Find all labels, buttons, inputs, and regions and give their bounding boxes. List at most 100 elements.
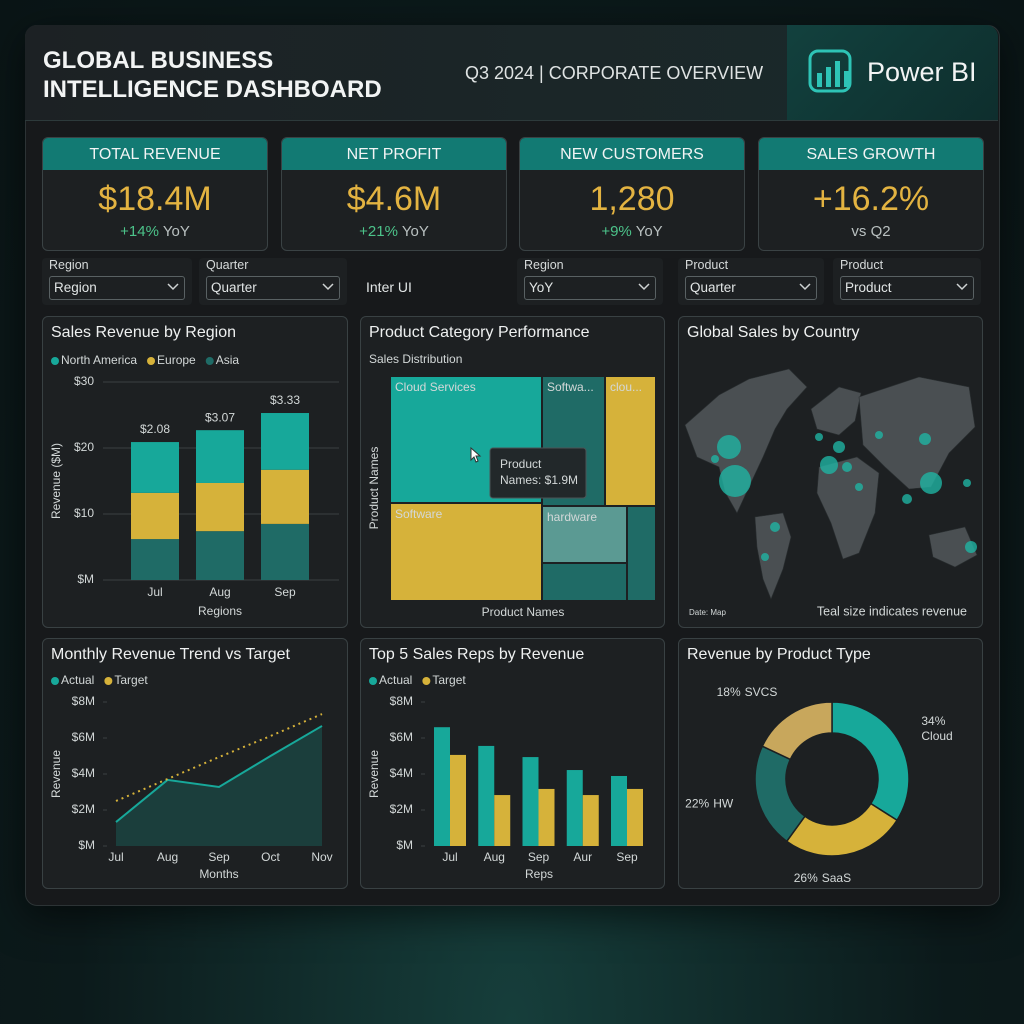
- slice-name: SVCS: [745, 685, 778, 699]
- chart-title: Product Category Performance: [369, 324, 590, 341]
- kpi-change: +21% YoY: [282, 223, 506, 240]
- chart-title: Sales Revenue by Region: [51, 324, 236, 341]
- kpi-note: YoY: [635, 223, 663, 240]
- y-axis-title: Revenue ($M): [49, 443, 63, 519]
- legend-swatch: [369, 677, 377, 685]
- bar-annotation: $3.33: [270, 393, 300, 407]
- bar: [522, 757, 539, 846]
- brand-name: Power BI: [867, 57, 977, 87]
- header: GLOBAL BUSINESS INTELLIGENCE DASHBOARD Q…: [25, 25, 998, 121]
- kpi-label: NET PROFIT: [282, 138, 506, 170]
- legend-label: Target: [432, 673, 466, 687]
- kpi-label: TOTAL REVENUE: [43, 138, 267, 170]
- tooltip-text: Product: [500, 457, 542, 471]
- bar-segment: [196, 482, 244, 532]
- country-bubbles: [711, 431, 977, 561]
- panel: Top 5 Sales Reps by Revenue Revenue Reps Ac…: [360, 638, 665, 889]
- brand[interactable]: Power BI: [787, 25, 998, 120]
- bar: [611, 775, 627, 846]
- legend-swatch: [51, 677, 59, 685]
- legend-label: Asia: [216, 353, 240, 367]
- chevron: [799, 283, 811, 291]
- y-tick-label: $M: [78, 838, 95, 852]
- treemap-tile: [541, 562, 628, 602]
- slice-value: 18%: [717, 685, 741, 699]
- x-tick-label: Aug: [209, 585, 230, 599]
- slice-label: 22% HW: [685, 797, 734, 811]
- title: GLOBAL BUSINESS INTELLIGENCE DASHBOARD: [43, 47, 382, 103]
- chart: Monthly Revenue Trend vs Target Revenue Mo…: [49, 646, 333, 881]
- bar: [627, 788, 643, 846]
- kpi-label: NEW CUSTOMERS: [520, 138, 744, 170]
- bar-segment: [196, 430, 244, 483]
- kpi-note: vs Q2: [851, 223, 891, 240]
- map-title: Global Sales by Country: [687, 324, 860, 341]
- legend-swatch: [147, 357, 156, 365]
- donut-slice: [785, 802, 899, 857]
- y-axis-title: Product Names: [367, 447, 381, 530]
- x-axis-title: Reps: [525, 867, 553, 881]
- bar: [582, 795, 599, 846]
- kpi-delta: +21%: [359, 223, 398, 240]
- y-tick-label: $6M: [390, 730, 413, 744]
- chevron: [638, 283, 650, 291]
- kpi-card: SALES GROWTH +16.2% vs Q2: [758, 137, 984, 251]
- y-axis-title: Revenue: [49, 750, 63, 798]
- filter-dropdown[interactable]: Region: [49, 276, 185, 300]
- x-axis-title: Product Names: [482, 605, 565, 619]
- legend-label: Actual: [61, 673, 94, 687]
- chart-title: Revenue by Product Type: [687, 646, 871, 663]
- legend-label: Actual: [379, 673, 412, 687]
- cursor: [470, 446, 482, 463]
- filter-label: Product: [685, 258, 729, 272]
- bar: [494, 795, 511, 846]
- bar: [450, 754, 466, 846]
- x-tick-label: Jul: [108, 850, 123, 864]
- bar-segment: [131, 442, 179, 493]
- tile-label: Cloud Services: [395, 380, 476, 394]
- kpi-value: 1,280: [589, 180, 675, 218]
- chart-subtitle: Sales Distribution: [369, 352, 462, 366]
- bar-annotation: $2.08: [140, 422, 170, 436]
- chart: Revenue by Product Type 34% Cloud 26% SaaS 22…: [685, 646, 953, 885]
- filter: Product Product: [833, 258, 981, 305]
- legend-swatch: [205, 357, 214, 365]
- filter-dropdown[interactable]: Quarter: [206, 276, 340, 300]
- x-tick-label: Jul: [442, 850, 457, 864]
- filter-label: Region: [49, 258, 89, 272]
- legend-swatch: [51, 357, 59, 365]
- chart: Top 5 Sales Reps by Revenue Revenue Reps Ac…: [367, 646, 643, 881]
- chevron: [956, 283, 968, 291]
- chart: Product Category Performance Product Name…: [367, 324, 657, 619]
- tile-label: hardware: [547, 510, 597, 524]
- x-tick-label: Nov: [311, 850, 332, 864]
- y-tick-label: $2M: [390, 802, 413, 816]
- kpi-card: NEW CUSTOMERS 1,280 +9% YoY: [519, 137, 745, 251]
- filter-dropdown[interactable]: Product: [840, 276, 974, 300]
- filter-note: Inter UI: [366, 279, 412, 295]
- slice-value: 22%: [685, 797, 709, 811]
- x-tick-label: Jul: [147, 585, 162, 599]
- y-tick-label: $4M: [72, 766, 95, 780]
- slice-label: 18% SVCS: [717, 685, 778, 699]
- x-tick-label: Sep: [208, 850, 230, 864]
- treemap-tile: [604, 375, 657, 507]
- filter-dropdown[interactable]: YoY: [524, 276, 656, 300]
- treemap-tile: [626, 505, 657, 602]
- bar: [538, 788, 555, 846]
- bar: [478, 745, 495, 846]
- tile-label: Software: [395, 507, 443, 521]
- kpi-change: +14% YoY: [43, 223, 267, 240]
- slice-name: HW: [713, 797, 734, 811]
- bar-segment: [131, 492, 179, 540]
- y-tick-label: $20: [74, 440, 94, 454]
- chart-title: Top 5 Sales Reps by Revenue: [369, 646, 584, 663]
- y-tick-label: $2M: [72, 802, 95, 816]
- y-tick-label: $M: [77, 572, 94, 586]
- x-tick-label: Aug: [157, 850, 178, 864]
- filter-dropdown[interactable]: Quarter: [685, 276, 817, 300]
- donut-slice: [754, 745, 807, 843]
- y-tick-label: $10: [74, 506, 94, 520]
- kpi-value: +16.2%: [812, 180, 930, 218]
- x-axis-title: Regions: [198, 604, 242, 618]
